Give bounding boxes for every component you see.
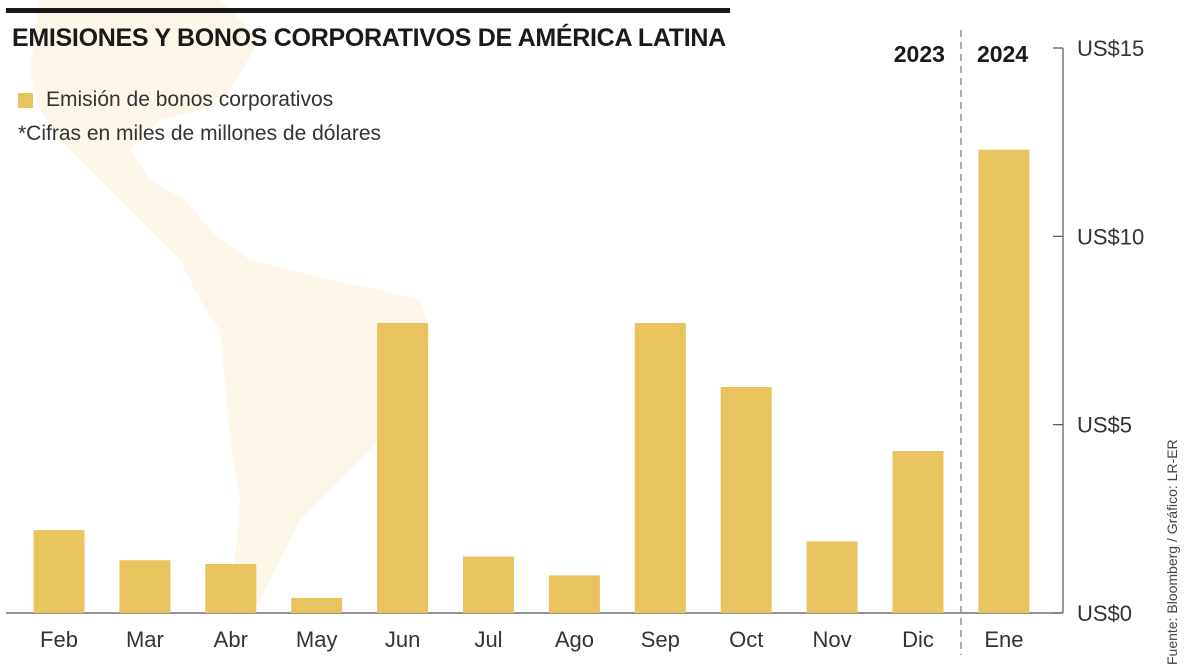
bar-abr [205, 564, 257, 613]
bar-oct [720, 387, 772, 613]
year-label-2024: 2024 [977, 41, 1028, 67]
chart-title: EMISIONES Y BONOS CORPORATIVOS DE AMÉRIC… [12, 24, 726, 52]
bar-nov [806, 541, 858, 613]
map-background [30, 0, 430, 614]
x-tick-label: Abr [214, 627, 248, 652]
y-axis: US$0 US$5 US$10 US$15 [1053, 36, 1144, 626]
y-tick-label: US$15 [1077, 36, 1144, 61]
bar-may [291, 597, 343, 613]
bar-sep [634, 322, 686, 613]
x-tick-label: Feb [40, 627, 78, 652]
x-tick-label: May [296, 627, 338, 652]
x-tick-label: Jun [385, 627, 420, 652]
y-tick-label: US$0 [1077, 601, 1132, 626]
x-tick-label: Ene [984, 627, 1023, 652]
bar-jun [377, 322, 429, 613]
year-labels: 2023 2024 [894, 30, 1028, 655]
source-credit: Fuente: Bloomberg / Gráfico: LR-ER [1164, 439, 1180, 665]
x-tick-label: Nov [813, 627, 852, 652]
x-tick-label: Ago [555, 627, 594, 652]
legend: Emisión de bonos corporativos [18, 88, 333, 112]
bar-ene [978, 149, 1030, 613]
bar-feb [33, 530, 85, 613]
x-tick-label: Sep [641, 627, 680, 652]
bar-ago [548, 575, 600, 613]
bars-group [6, 149, 1063, 614]
y-tick-label: US$10 [1077, 224, 1144, 249]
x-tick-label: Mar [126, 627, 164, 652]
x-tick-label: Dic [902, 627, 934, 652]
year-label-2023: 2023 [894, 41, 945, 67]
x-tick-label: Jul [474, 627, 502, 652]
bar-mar [119, 560, 171, 613]
legend-label: Emisión de bonos corporativos [46, 88, 334, 111]
x-tick-label: Oct [729, 627, 763, 652]
units-note: *Cifras en miles de millones de dólares [18, 122, 381, 145]
source-container: Fuente: Bloomberg / Gráfico: LR-ER [1164, 420, 1184, 665]
bar-dic [892, 451, 944, 613]
legend-swatch [18, 92, 33, 108]
bar-jul [463, 556, 514, 613]
x-axis-labels: Feb Mar Abr May Jun Jul Ago Sep Oct Nov Dic Ene [40, 627, 1023, 652]
y-tick-label: US$5 [1077, 413, 1132, 438]
top-rule [6, 8, 730, 13]
